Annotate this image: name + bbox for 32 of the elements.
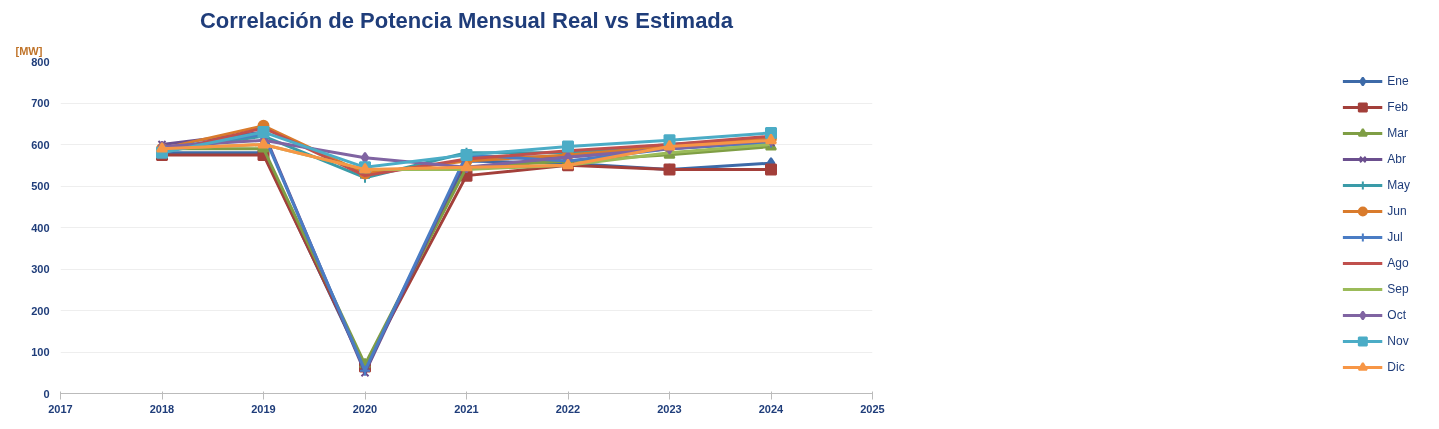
legend-label: May — [1387, 178, 1410, 192]
legend-label: Jun — [1387, 204, 1408, 218]
y-tick-label: 0 — [43, 387, 50, 400]
legend-label: Abr — [1387, 152, 1407, 166]
x-tick-label: 2020 — [352, 402, 378, 415]
x-tick-label: 2025 — [860, 402, 885, 415]
legend-label: Feb — [1387, 100, 1409, 114]
y-axis-title: [MW] — [15, 44, 43, 57]
legend-label: Mar — [1387, 126, 1408, 140]
x-tick-label: 2019 — [251, 402, 276, 415]
legend-label: Jul — [1387, 230, 1404, 244]
legend-label: Sep — [1387, 282, 1409, 296]
x-tick-label: 2021 — [454, 402, 479, 415]
y-tick-label: 700 — [31, 97, 50, 109]
x-tick-label: 2017 — [48, 402, 73, 415]
legend-label: Dic — [1387, 360, 1406, 374]
y-tick-label: 100 — [31, 346, 50, 358]
x-tick-label: 2023 — [657, 402, 682, 415]
legend-label: Nov — [1387, 334, 1409, 348]
y-tick-label: 800 — [31, 55, 50, 68]
y-tick-label: 400 — [31, 221, 50, 234]
x-tick-label: 2024 — [758, 402, 785, 415]
y-tick-label: 300 — [31, 263, 50, 275]
legend-label: Oct — [1387, 308, 1407, 322]
y-tick-label: 600 — [31, 138, 50, 151]
legend-label: Ene — [1387, 74, 1409, 88]
x-tick-label: 2022 — [555, 402, 581, 415]
chart-title: Correlación de Potencia Mensual Real vs Estimada — [199, 7, 734, 33]
legend-label: Ago — [1387, 256, 1409, 270]
y-tick-label: 200 — [31, 304, 50, 317]
x-tick-label: 2018 — [149, 402, 175, 415]
y-tick-label: 500 — [31, 180, 50, 192]
